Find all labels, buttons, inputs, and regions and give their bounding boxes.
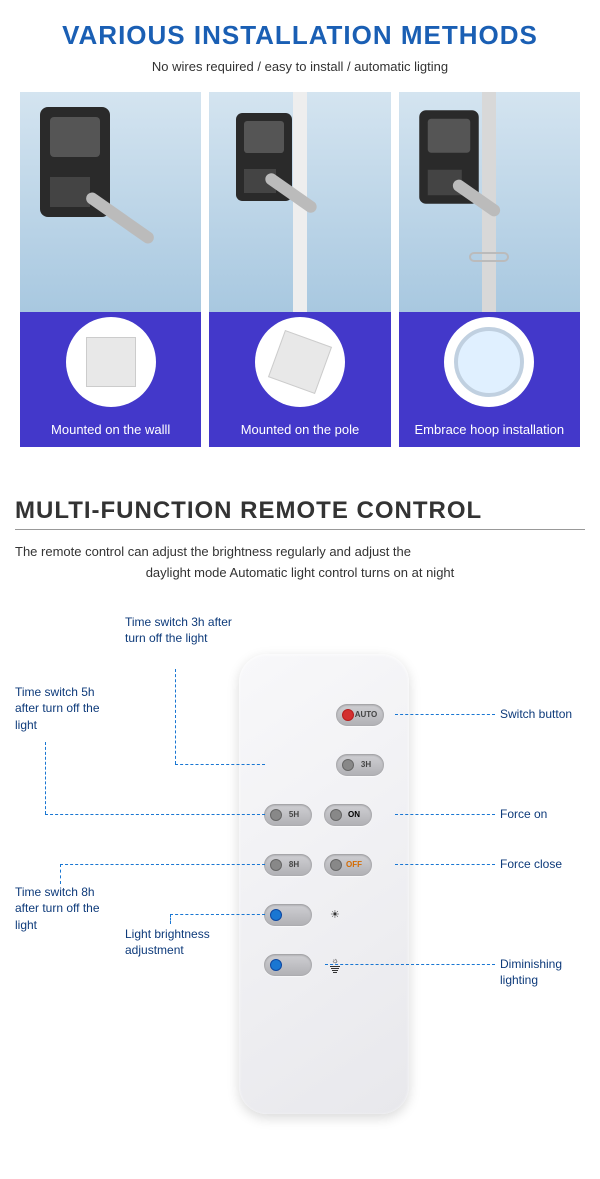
- label-switch-button: Switch button: [500, 706, 572, 723]
- line-8h-h: [60, 864, 265, 865]
- installation-cards-row: Mounted on the walll Mounted on the pole: [15, 92, 585, 447]
- installation-title: VARIOUS INSTALLATION METHODS: [15, 20, 585, 51]
- bracket-wall: [20, 312, 201, 412]
- remote-body: AUTO 3H 5H ON: [239, 654, 409, 1114]
- remote-desc-1: The remote control can adjust the bright…: [15, 542, 585, 563]
- dim-icon: ☼: [330, 956, 340, 973]
- btn-on: ON: [324, 804, 372, 826]
- btn-auto: AUTO: [336, 704, 384, 726]
- line-5h-h: [45, 814, 265, 815]
- label-5h: Time switch 5h after turn off the light: [15, 684, 110, 734]
- remote-section: MULTI-FUNCTION REMOTE CONTROL The remote…: [0, 467, 600, 1164]
- bracket-hoop: [399, 312, 580, 412]
- label-force-close: Force close: [500, 856, 562, 873]
- install-img-hoop: [399, 92, 580, 312]
- remote-title: MULTI-FUNCTION REMOTE CONTROL: [15, 497, 585, 525]
- install-img-pole: [209, 92, 390, 312]
- line-3h-v: [175, 669, 176, 764]
- installation-subtitle: No wires required / easy to install / au…: [15, 59, 585, 74]
- btn-8h: 8H: [264, 854, 312, 876]
- label-8h: Time switch 8h after turn off the light: [15, 884, 110, 934]
- label-diminishing: Diminishing lighting: [500, 956, 585, 990]
- install-card-hoop: Embrace hoop installation: [399, 92, 580, 447]
- btn-5h: 5H: [264, 804, 312, 826]
- install-card-pole: Mounted on the pole: [209, 92, 390, 447]
- btn-off: OFF: [324, 854, 372, 876]
- installation-section: VARIOUS INSTALLATION METHODS No wires re…: [0, 0, 600, 467]
- install-label-wall: Mounted on the walll: [20, 412, 201, 447]
- line-5h-v: [45, 742, 46, 814]
- line-bright-h: [170, 914, 265, 915]
- bracket-pole: [209, 312, 390, 412]
- line-8h-v: [60, 864, 61, 884]
- btn-bright-up: [264, 904, 312, 926]
- label-brightness: Light brightness adjustment: [125, 926, 225, 960]
- btn-3h: 3H: [336, 754, 384, 776]
- install-img-wall: [20, 92, 201, 312]
- line-force-close: [395, 864, 495, 865]
- line-dim: [325, 964, 495, 965]
- line-switch: [395, 714, 495, 715]
- install-label-hoop: Embrace hoop installation: [399, 412, 580, 447]
- divider: [15, 529, 585, 530]
- btn-bright-down: [264, 954, 312, 976]
- label-3h: Time switch 3h after turn off the light: [125, 614, 235, 648]
- line-force-on: [395, 814, 495, 815]
- install-label-pole: Mounted on the pole: [209, 412, 390, 447]
- install-card-wall: Mounted on the walll: [20, 92, 201, 447]
- remote-desc-2: daylight mode Automatic light control tu…: [15, 563, 585, 584]
- line-bright-v: [170, 914, 171, 924]
- remote-diagram: AUTO 3H 5H ON: [15, 614, 585, 1144]
- sun-icon: ☀: [330, 908, 340, 921]
- label-force-on: Force on: [500, 806, 547, 823]
- line-3h-h: [175, 764, 265, 765]
